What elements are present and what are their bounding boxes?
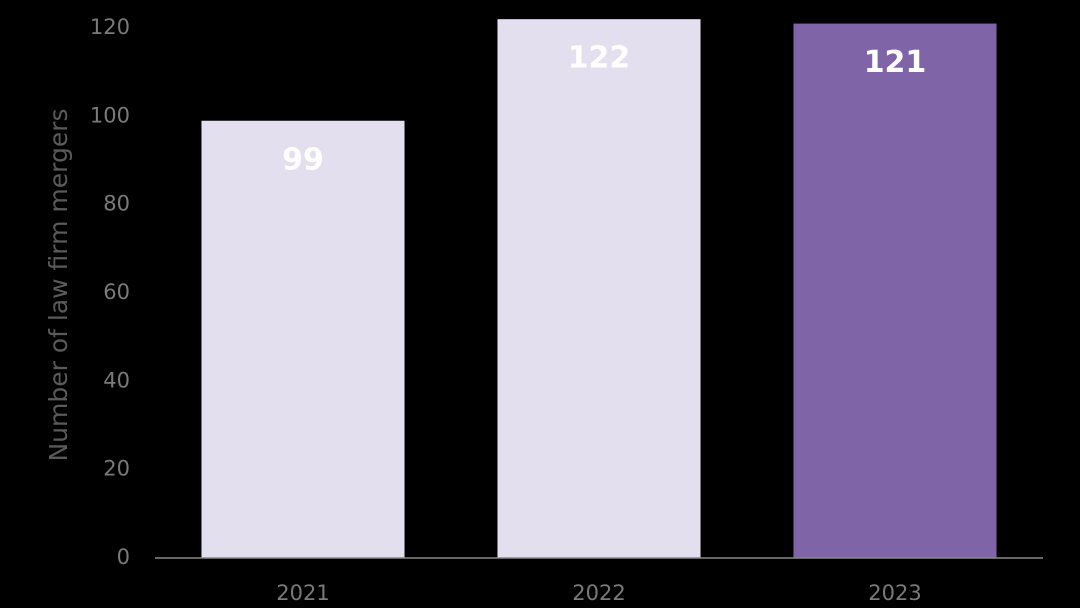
x-tick-label: 2023 <box>868 581 921 605</box>
bar <box>793 23 997 559</box>
y-tick-label: 80 <box>103 192 130 216</box>
y-tick-label: 100 <box>90 103 130 127</box>
y-tick-label: 120 <box>90 15 130 39</box>
y-tick-label: 20 <box>103 457 130 481</box>
bar <box>201 120 405 558</box>
x-tick-label: 2021 <box>276 581 329 605</box>
data-label: 121 <box>864 45 927 80</box>
y-tick-label: 60 <box>103 280 130 304</box>
data-label: 122 <box>568 41 631 76</box>
y-axis-title: Number of law firm mergers <box>44 108 73 461</box>
bar <box>497 19 701 558</box>
x-tick-label: 2022 <box>572 581 625 605</box>
y-tick-label: 0 <box>117 545 130 569</box>
data-label: 99 <box>282 142 324 177</box>
y-tick-label: 40 <box>103 368 130 392</box>
